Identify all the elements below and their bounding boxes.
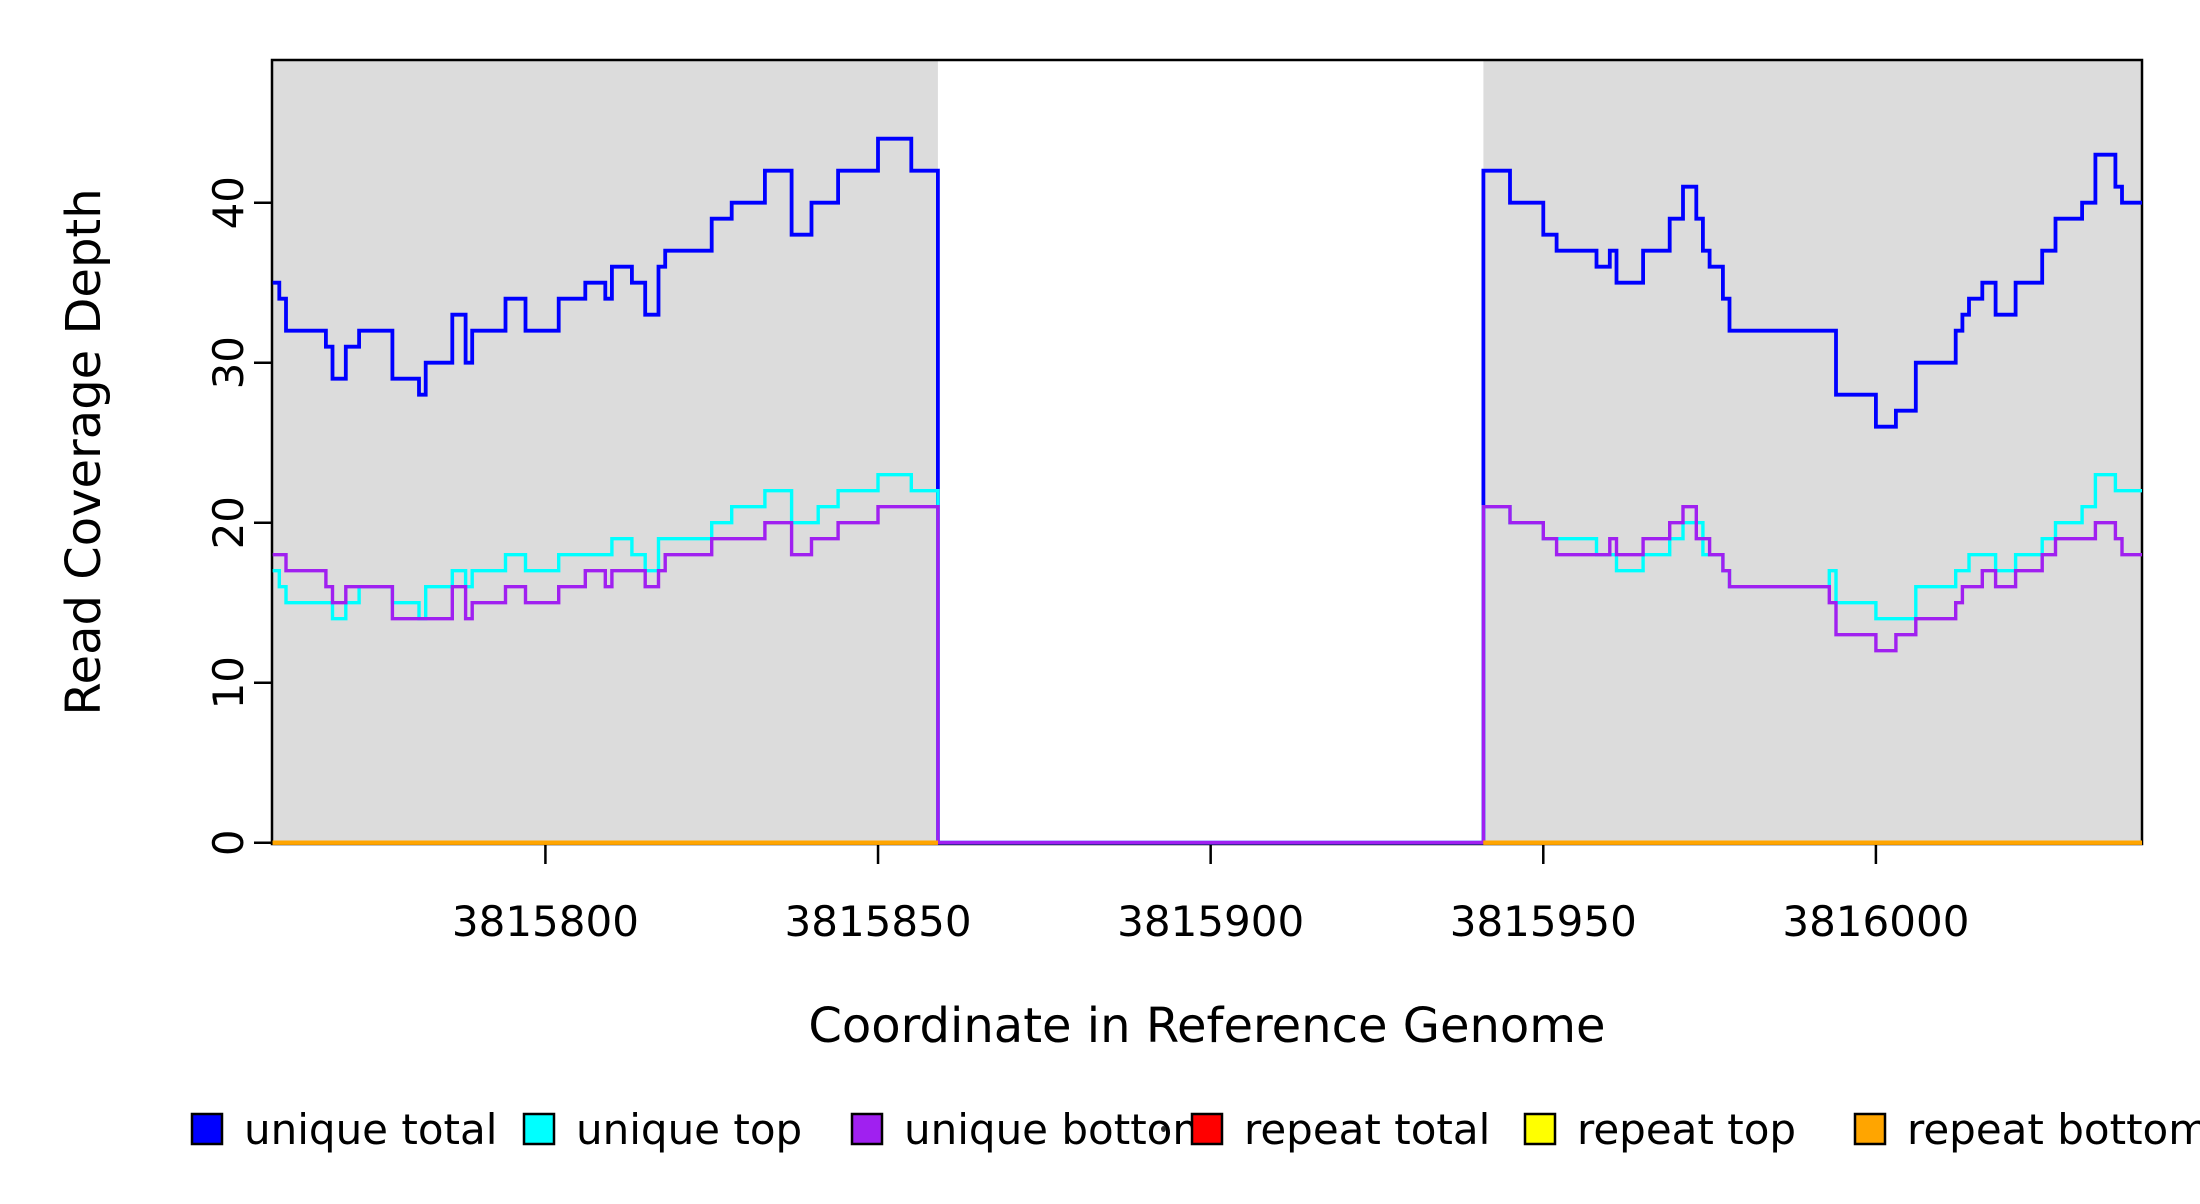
series-lines	[272, 136, 2142, 845]
legend-label-repeat-total: repeat total	[1244, 1105, 1490, 1154]
legend-swatch-unique-top	[522, 1112, 556, 1146]
legend-label-repeat-bottom: repeat bottom	[1907, 1105, 2200, 1154]
y-axis-title: Read Coverage Depth	[56, 188, 112, 715]
legend-label-unique-bottom: unique bottom	[904, 1105, 1213, 1154]
legend-label-unique-top: unique top	[576, 1105, 802, 1154]
legend-swatch-repeat-total	[1190, 1112, 1224, 1146]
x-tick-label: 3815900	[1117, 897, 1304, 946]
x-axis-ticks: 3815800 3815850 3815900 3815950 3816000	[452, 844, 1969, 946]
right-coverage-block	[1483, 61, 2142, 843]
series-line-unique-top	[272, 473, 2142, 845]
chart-legend: unique total unique top unique bottom repea…	[190, 1105, 2200, 1154]
y-axis-ticks: 0 10 20 30 40	[204, 176, 272, 856]
y-tick-label: 20	[204, 496, 253, 549]
legend-swatch-unique-bottom	[850, 1112, 884, 1146]
y-tick-label: 40	[204, 176, 253, 229]
x-tick-label: 3815800	[452, 897, 639, 946]
y-tick-label: 0	[204, 829, 253, 856]
legend-swatch-unique-total	[190, 1112, 224, 1146]
series-line-unique-bottom	[272, 505, 2142, 845]
legend-label-unique-total: unique total	[244, 1105, 497, 1154]
left-coverage-block	[272, 61, 938, 843]
legend-swatch-repeat-bottom	[1853, 1112, 1887, 1146]
x-tick-label: 3815850	[785, 897, 972, 946]
y-tick-label: 10	[204, 656, 253, 709]
x-tick-label: 3816000	[1782, 897, 1969, 946]
shaded-regions	[272, 61, 2142, 843]
legend-label-repeat-top: repeat top	[1577, 1105, 1796, 1154]
y-tick-label: 30	[204, 336, 253, 389]
x-tick-label: 3815950	[1450, 897, 1637, 946]
legend-swatch-repeat-top	[1523, 1112, 1557, 1146]
legend-stray-dot	[1161, 1126, 1166, 1132]
x-axis-title: Coordinate in Reference Genome	[808, 998, 1605, 1054]
